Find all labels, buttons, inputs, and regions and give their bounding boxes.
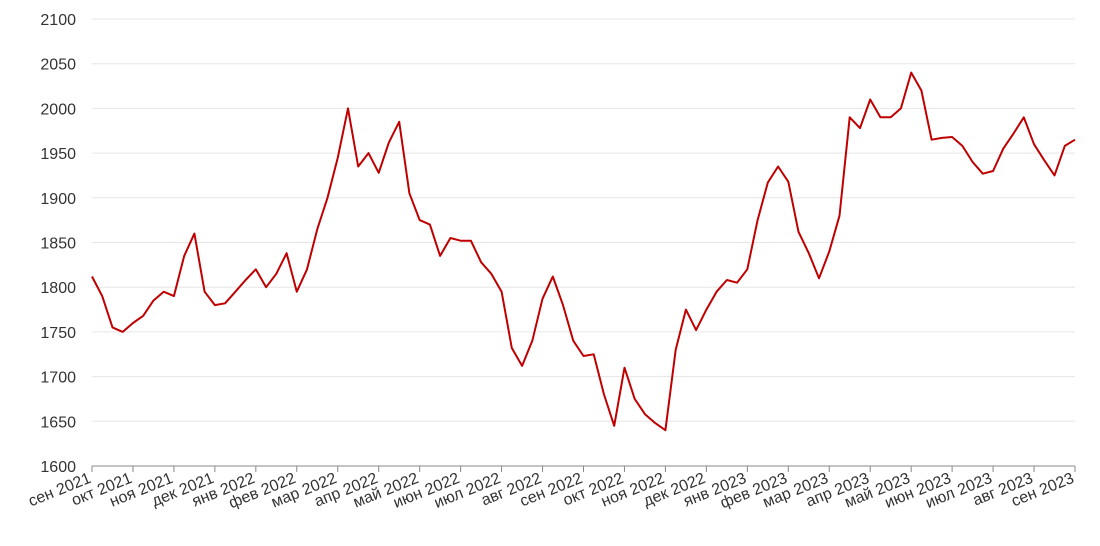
y-tick-label: 1650 bbox=[40, 414, 76, 431]
y-tick-label: 1900 bbox=[40, 191, 76, 208]
y-tick-label: 2050 bbox=[40, 57, 76, 74]
y-tick-label: 1800 bbox=[40, 280, 76, 297]
y-tick-label: 1850 bbox=[40, 236, 76, 253]
y-tick-label: 1750 bbox=[40, 325, 76, 342]
y-tick-label: 2100 bbox=[40, 12, 76, 29]
y-tick-label: 1950 bbox=[40, 146, 76, 163]
y-tick-label: 1700 bbox=[40, 370, 76, 387]
y-tick-label: 2000 bbox=[40, 101, 76, 118]
y-tick-label: 1600 bbox=[40, 459, 76, 476]
price-line bbox=[91, 71, 1076, 432]
